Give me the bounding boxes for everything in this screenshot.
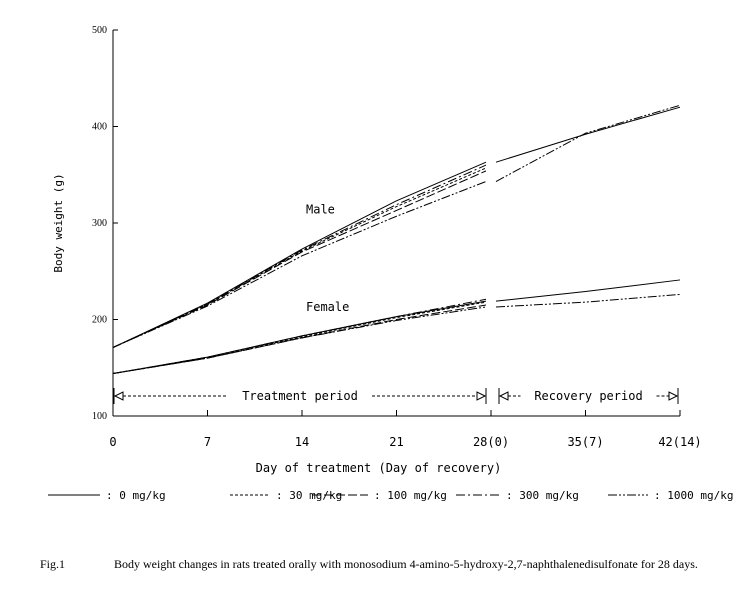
x-tick-label: 42(14)	[658, 435, 701, 449]
x-axis-label: Day of treatment (Day of recovery)	[256, 461, 502, 475]
y-axis-label: Body weight (g)	[52, 173, 65, 272]
series-line-male-dashdotdot-recovery	[495, 104, 681, 182]
x-tick-label: 21	[389, 435, 403, 449]
series-line-female-dashdot-treatment	[112, 298, 487, 375]
series-line-male-solid-recovery	[495, 106, 681, 163]
legend-label: : 30 mg/kg	[276, 489, 342, 502]
arrow-right-icon	[668, 391, 679, 401]
arrow-left-icon	[113, 391, 124, 401]
series-line-male-dashed-treatment	[112, 167, 487, 348]
male-group-label: Male	[306, 202, 335, 216]
series-line-male-solid-treatment	[112, 161, 487, 348]
legend-label: : 300 mg/kg	[506, 489, 579, 502]
y-tick-label: 500	[92, 25, 107, 36]
recovery-period-label: Recovery period	[534, 389, 642, 403]
figure-label: Fig.1	[40, 557, 66, 571]
female-group-label: Female	[306, 300, 349, 314]
x-tick-label: 0	[109, 435, 116, 449]
x-tick-label: 14	[295, 435, 309, 449]
y-tick-label: 100	[92, 411, 107, 422]
legend-label: : 100 mg/kg	[374, 489, 447, 502]
figure-caption: Body weight changes in rats treated oral…	[114, 557, 698, 571]
series-line-female-dashed-treatment	[112, 301, 487, 375]
y-tick-label: 200	[92, 315, 107, 326]
x-tick-label: 35(7)	[567, 435, 603, 449]
series-line-female-dashdotdot-treatment	[112, 306, 487, 375]
series-line-male-dashdotdot-treatment	[112, 181, 487, 348]
arrow-right-icon	[476, 391, 487, 401]
series-line-male-dashdot-treatment	[112, 164, 487, 348]
series-line-male-longdash-treatment	[112, 170, 487, 348]
treatment-period-label: Treatment period	[242, 389, 358, 403]
arrow-left-icon	[498, 391, 509, 401]
series-line-female-dashdotdot-recovery	[495, 293, 681, 308]
legend-label: : 0 mg/kg	[106, 489, 166, 502]
x-tick-label: 28(0)	[473, 435, 509, 449]
y-tick-label: 300	[92, 218, 107, 229]
series-line-female-solid-recovery	[495, 279, 681, 302]
y-tick-label: 400	[92, 122, 107, 133]
x-tick-label: 7	[204, 435, 211, 449]
series-line-female-longdash-treatment	[112, 304, 487, 375]
legend-label: : 1000 mg/kg	[654, 489, 733, 502]
